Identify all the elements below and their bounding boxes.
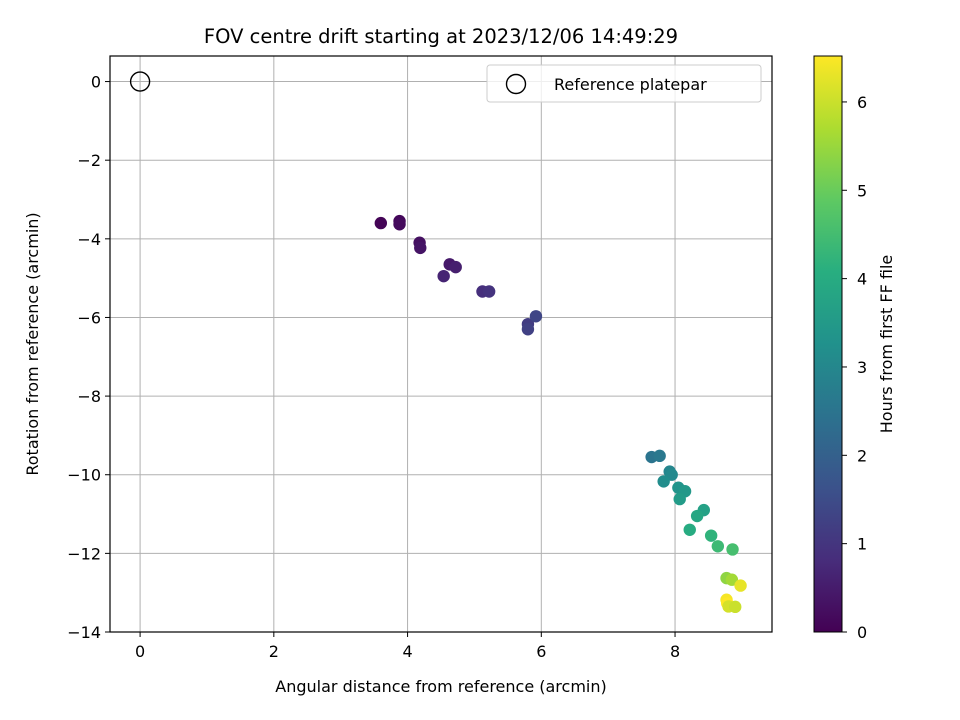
colorbar-tick-label: 1 [857,535,867,554]
data-point [437,269,450,283]
colorbar-tick-label: 0 [857,623,867,642]
data-point [725,573,739,586]
chart-title: FOV centre drift starting at 2023/12/06 … [204,25,678,48]
colorbar-tick-label: 3 [857,358,867,377]
data-point [653,449,666,463]
legend: Reference platepar [486,64,762,103]
data-point [529,310,543,323]
y-tick-label: −8 [77,387,101,406]
grid-lines [110,56,772,633]
colorbar-ticks: 0 1 2 3 4 5 6 [842,93,867,642]
legend-entry: Reference platepar [554,75,707,94]
data-point [690,509,704,523]
y-tick-label: −14 [67,623,101,642]
x-axis-label: Angular distance from reference (arcmin) [275,677,606,696]
x-tick-label: 0 [135,642,145,661]
colorbar-tick-label: 6 [857,93,867,112]
y-tick-label: −10 [67,466,101,485]
x-tick-label: 2 [269,642,279,661]
y-tick-label: −2 [77,151,101,170]
data-point [729,600,742,614]
x-axis-ticks: 0 2 4 6 8 [135,632,680,661]
colorbar-tick-label: 5 [857,181,867,200]
reference-point-marker [129,71,151,92]
data-point [673,492,686,506]
colorbar-tick-label: 4 [857,270,867,289]
data-point [449,260,462,274]
data-points [374,214,747,614]
reference-marker [129,71,151,92]
data-point [374,216,388,230]
y-tick-label: −4 [77,230,101,249]
data-point [482,285,496,298]
y-axis-ticks: 0 −2 −4 −6 −8 −10 −12 −14 [67,73,110,642]
data-point [393,218,406,231]
colorbar-tick-label: 2 [857,446,867,465]
colorbar-label: Hours from first FF file [877,255,896,434]
x-tick-label: 4 [402,642,412,661]
data-point [734,579,747,592]
x-tick-label: 6 [536,642,546,661]
data-point [521,323,535,336]
data-point [657,475,670,488]
y-tick-label: 0 [91,73,101,92]
plot-frame [109,55,773,633]
legend-marker-icon [505,73,527,95]
x-tick-label: 8 [670,642,680,661]
data-point [711,540,725,553]
data-point [414,241,427,255]
data-point [704,529,718,542]
data-point [683,523,696,536]
colorbar [813,55,843,633]
y-axis-label: Rotation from reference (arcmin) [23,212,42,475]
y-tick-label: −6 [77,308,101,327]
data-point [726,543,739,556]
legend-box [486,64,762,103]
y-tick-label: −12 [67,544,101,563]
